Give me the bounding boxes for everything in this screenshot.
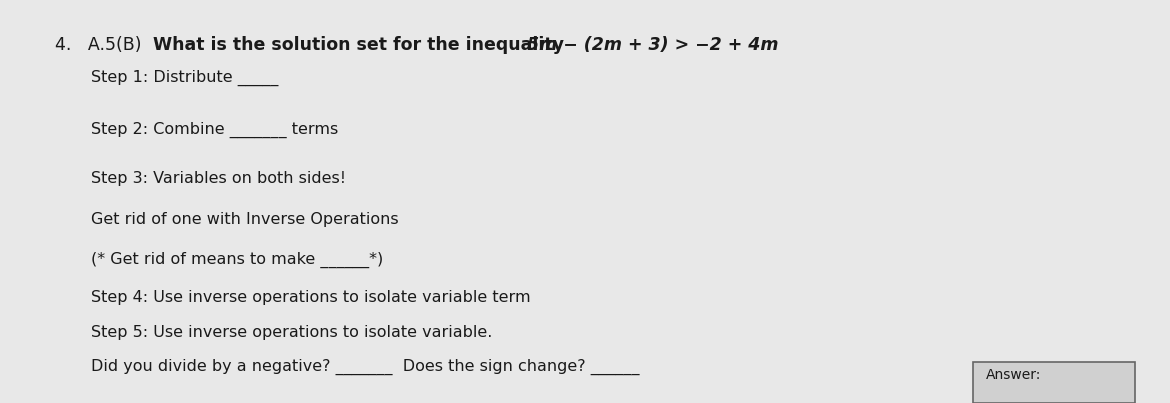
- Text: Did you divide by a negative? _______  Does the sign change? ______: Did you divide by a negative? _______ Do…: [91, 359, 639, 376]
- Text: 4.   A.5(B): 4. A.5(B): [55, 36, 142, 54]
- Text: Step 4: Use inverse operations to isolate variable term: Step 4: Use inverse operations to isolat…: [91, 290, 530, 305]
- Text: Step 3: Variables on both sides!: Step 3: Variables on both sides!: [91, 171, 346, 186]
- Text: (* Get rid of means to make ______*): (* Get rid of means to make ______*): [91, 252, 383, 268]
- FancyBboxPatch shape: [972, 362, 1135, 403]
- Text: 5m − (2m + 3) > −2 + 4m: 5m − (2m + 3) > −2 + 4m: [526, 36, 778, 54]
- Text: Step 5: Use inverse operations to isolate variable.: Step 5: Use inverse operations to isolat…: [91, 325, 493, 340]
- Text: Get rid of one with Inverse Operations: Get rid of one with Inverse Operations: [91, 212, 399, 227]
- Text: Step 1: Distribute _____: Step 1: Distribute _____: [91, 70, 278, 86]
- Text: What is the solution set for the inequality: What is the solution set for the inequal…: [147, 36, 570, 54]
- Text: Step 2: Combine _______ terms: Step 2: Combine _______ terms: [91, 122, 338, 138]
- Text: Answer:: Answer:: [986, 368, 1041, 382]
